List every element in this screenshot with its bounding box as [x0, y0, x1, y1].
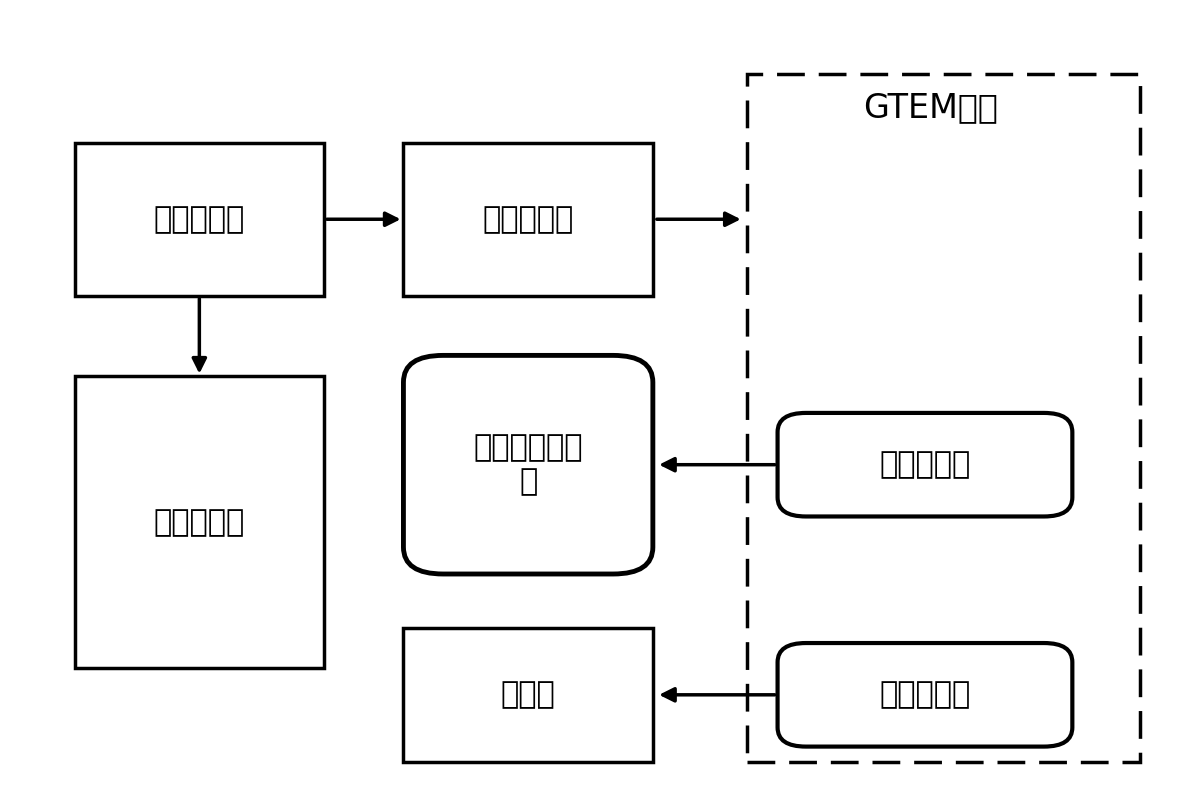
FancyBboxPatch shape	[404, 356, 653, 574]
Text: 参考场强仪: 参考场强仪	[880, 680, 971, 710]
Text: 同轴传输线: 同轴传输线	[483, 205, 574, 234]
Text: 功率放大器: 功率放大器	[154, 205, 244, 234]
Text: GTEM小室: GTEM小室	[863, 92, 998, 125]
FancyBboxPatch shape	[777, 413, 1072, 516]
Text: 频谱仪: 频谱仪	[501, 680, 555, 710]
Text: 待测装置的主
机: 待测装置的主 机	[474, 433, 583, 496]
Text: 射频信号源: 射频信号源	[154, 507, 244, 537]
FancyBboxPatch shape	[74, 376, 324, 668]
Text: 待测传感器: 待测传感器	[880, 450, 971, 479]
FancyBboxPatch shape	[404, 628, 653, 762]
FancyBboxPatch shape	[404, 142, 653, 296]
FancyBboxPatch shape	[777, 643, 1072, 746]
FancyBboxPatch shape	[74, 142, 324, 296]
